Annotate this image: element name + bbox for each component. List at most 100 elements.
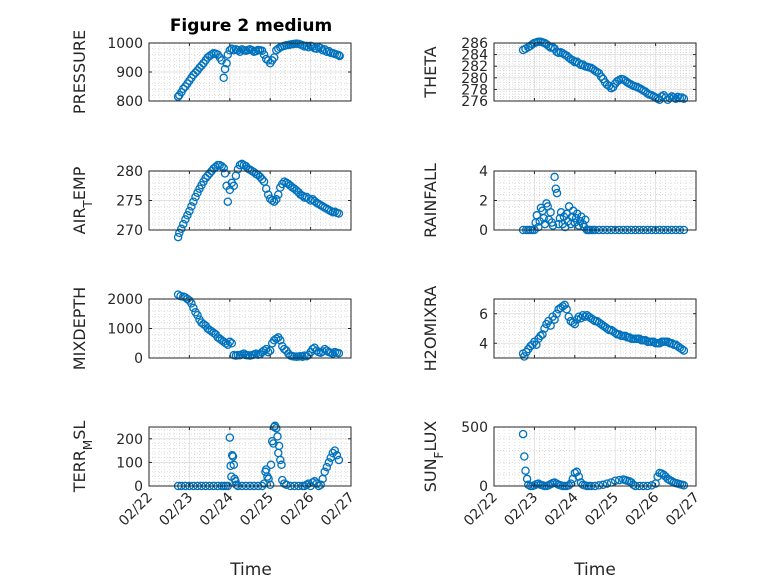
sun-flux-point [564,481,573,490]
air-temp-point [229,181,239,191]
h2omixra-point [520,352,529,361]
terr-msl-point [312,479,321,488]
pressure-y-axis-label: PRESSURE [70,30,89,114]
mixdepth-point [272,334,281,344]
y-tick-label: 800 [116,94,143,110]
rainfall-point [551,184,561,193]
mixdepth-point [334,349,344,358]
terr-msl-series [173,421,344,491]
pressure-point [335,51,344,61]
air-temp-point [191,192,200,202]
pressure-point [225,46,235,55]
pressure-point [312,44,321,54]
sun-flux-point [594,481,604,490]
terr-msl-point [229,460,239,470]
mixdepth-point [263,347,273,357]
pressure-point [207,50,216,59]
pressure-point [320,45,329,54]
h2omixra-point [552,309,561,319]
terr-msl-point [259,479,269,488]
air-temp-point [179,219,188,229]
mixdepth-point [318,347,327,356]
theta-y-axis-label: THETA [421,46,440,98]
air-temp-point [187,202,196,211]
x-axis-label-right: Time [573,560,616,580]
sun-flux-point [614,475,624,485]
y-tick-label: 276 [461,94,488,110]
y-tick-label: 280 [116,164,143,180]
mixdepth-series [173,290,344,362]
rainfall-point [550,172,559,182]
pressure-point [197,61,206,70]
air-temp-point [185,206,194,216]
air-temp-point [233,164,243,174]
air-temp-point [272,195,281,204]
h2omixra-point [532,340,541,349]
x-axis-label-left: Time [229,560,272,580]
terr-msl-point [324,458,334,467]
h2omixra-point [641,336,650,345]
terr-msl-point [330,446,340,455]
terr-msl-point [232,480,241,490]
h2omixra-point [679,346,689,355]
theta-point [596,72,606,81]
sun-flux-point [679,481,689,490]
rainfall-point [548,221,558,230]
air-temp-point [219,163,228,173]
y-tick-label: 0 [134,351,143,367]
mixdepth-y-axis-label: MIXDEPTH [70,287,89,370]
y-tick-label: 275 [116,194,143,210]
sun-flux-point [572,467,582,477]
air-temp-point [183,211,192,220]
pressure-series [173,39,344,101]
h2omixra-point [614,330,624,339]
theta-axes-box [493,42,697,102]
y-tick-label: 100 [116,455,143,471]
theta-point [665,93,674,103]
air-temp-point [189,197,198,206]
y-tick-label: 4 [479,164,488,180]
air-temp-point [269,197,279,206]
mixdepth-point [312,346,321,355]
h2omixra-axes-box [493,298,697,359]
panel-rainfall: 0 2 4 RAINFALL [421,163,697,239]
sun-flux-point [574,472,584,481]
rainfall-point [556,208,566,217]
terr-msl-point [274,441,284,451]
sun-flux-point [598,480,608,490]
y-tick-label: 2 [479,194,488,210]
h2omixra-point [580,312,590,321]
terr-msl-point [332,451,342,460]
terr-msl-point [276,455,285,465]
y-tick-label: 0 [479,479,488,495]
panel-h2omixra: 4 6 H2OMIXRA [421,286,697,372]
h2omixra-series [518,300,689,361]
h2omixra-point [550,315,559,324]
mixdepth-point [189,303,198,313]
air-temp-point [261,184,271,193]
terr-msl-point [334,455,344,465]
mixdepth-point [259,346,269,355]
pressure-point [247,46,257,55]
air-temp-point [278,179,287,189]
h2omixra-point [574,312,584,321]
h2omixra-point [546,321,555,330]
h2omixra-point [560,300,569,310]
sun-flux-point [522,474,532,484]
theta-series [518,37,689,105]
h2omixra-point [635,334,644,344]
terr-msl-point [277,460,286,470]
rainfall-point [539,213,548,223]
y-tick-label: 2000 [107,292,143,308]
rainfall-point [581,215,590,224]
air-temp-point [175,228,184,238]
y-tick-label: 4 [479,336,488,352]
air-temp-point [173,232,183,242]
terr-msl-point [231,477,240,486]
h2omixra-point [649,337,658,347]
h2omixra-y-axis-label: H2OMIXRA [421,286,440,372]
y-tick-label: 0 [134,479,143,495]
mixdepth-point [221,339,231,348]
